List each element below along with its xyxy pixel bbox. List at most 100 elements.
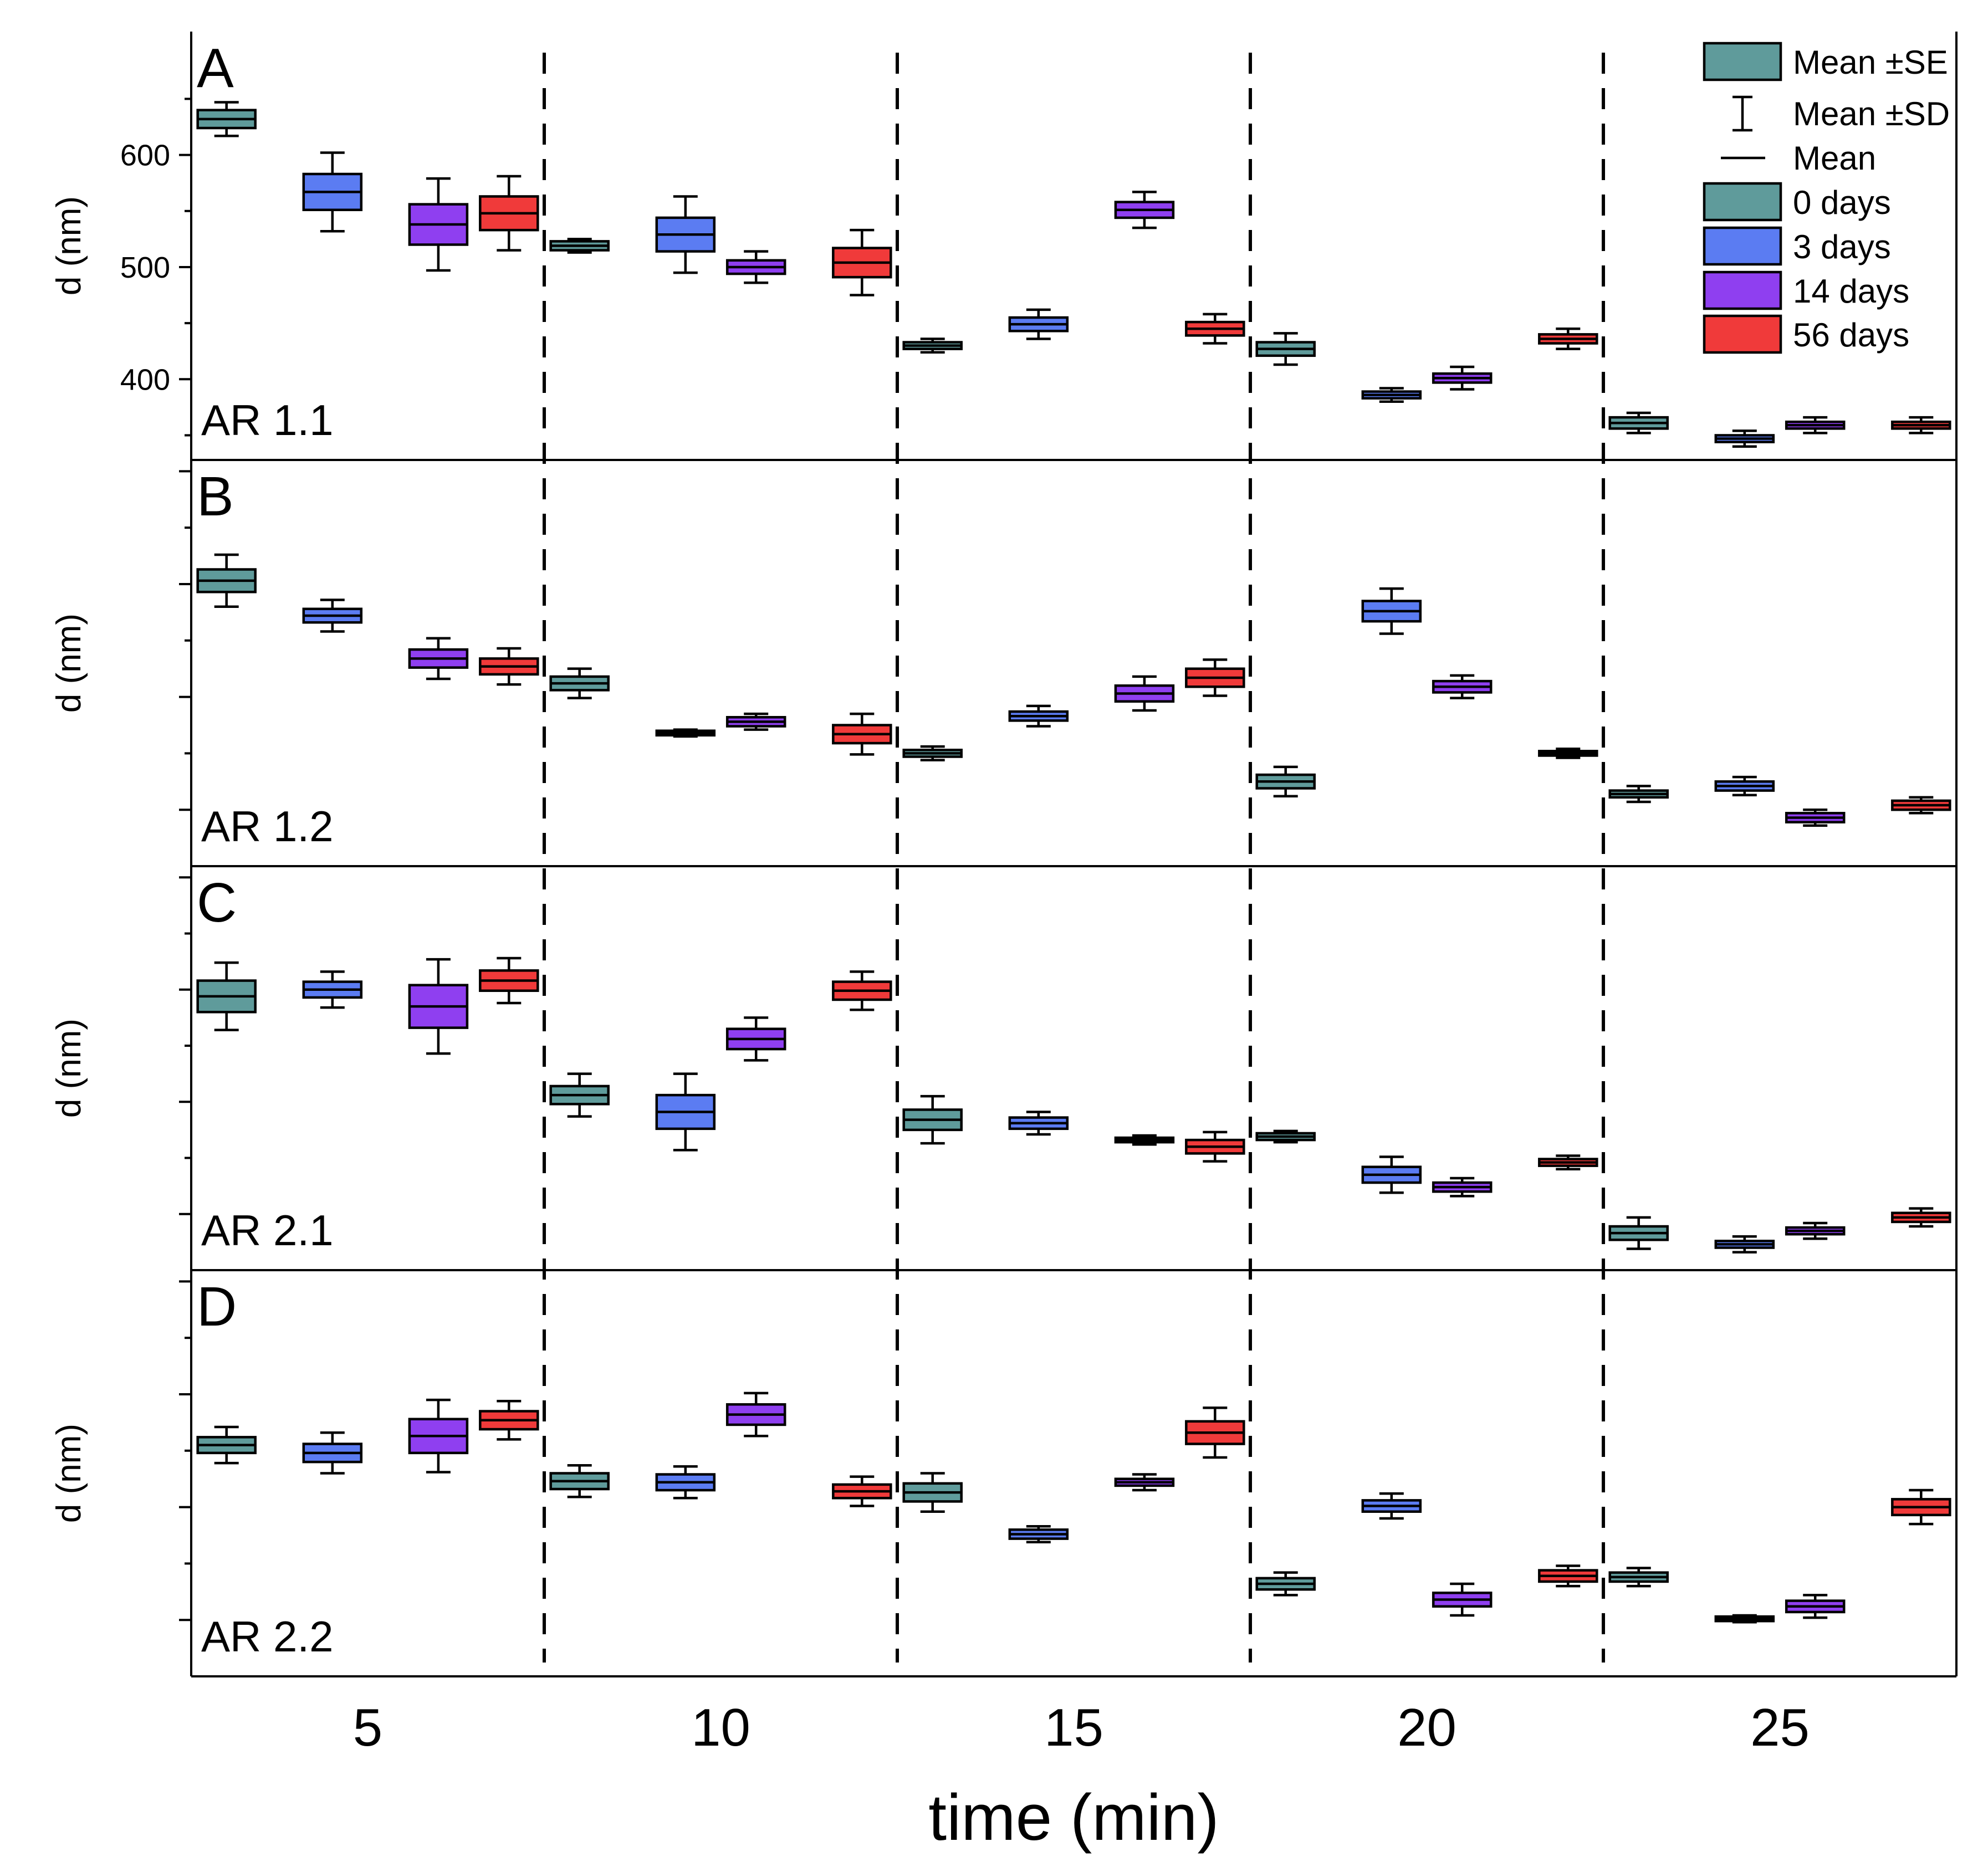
box-0-days bbox=[902, 745, 963, 761]
box-0-days bbox=[902, 337, 963, 354]
box-56-days bbox=[479, 1399, 539, 1441]
box-0-days bbox=[1608, 1567, 1669, 1588]
box-14-days bbox=[1114, 191, 1175, 229]
box-3-days bbox=[1008, 704, 1069, 728]
y-tick-label: 500 bbox=[120, 251, 170, 284]
box-14-days bbox=[408, 637, 469, 681]
box-3-days bbox=[1361, 587, 1422, 635]
box-0-days bbox=[549, 1072, 610, 1118]
y-axis-title: d (nm) bbox=[50, 613, 88, 713]
panel-a: 400 500 600 d (nm) A AR 1.1 bbox=[50, 32, 1958, 461]
box-3-days bbox=[655, 1072, 716, 1152]
panel-letter: C bbox=[197, 872, 237, 934]
box-56-days bbox=[832, 228, 892, 296]
legend-label: 56 days bbox=[1793, 316, 1909, 354]
box-56-days bbox=[1185, 313, 1245, 345]
box-56-days bbox=[1891, 796, 1951, 815]
box-56-days bbox=[1185, 1130, 1245, 1163]
box-14-days bbox=[408, 1398, 469, 1474]
box-0-days bbox=[196, 101, 257, 137]
legend-label: 3 days bbox=[1793, 228, 1891, 265]
box-3-days bbox=[1361, 1492, 1422, 1520]
box-3-days bbox=[302, 970, 363, 1009]
y-tick-label: 400 bbox=[120, 363, 170, 396]
box-14-days bbox=[1785, 416, 1846, 434]
box-0-days bbox=[196, 961, 257, 1031]
x-tick-label: 15 bbox=[1044, 1698, 1103, 1757]
panel-letter: B bbox=[197, 466, 234, 528]
box-56-days bbox=[1891, 416, 1951, 434]
box-14-days bbox=[408, 958, 469, 1055]
box-14-days bbox=[1432, 674, 1493, 699]
box-3-days bbox=[655, 195, 716, 274]
box-0-days bbox=[1608, 411, 1669, 434]
legend-item: 3 days bbox=[1703, 226, 1891, 266]
box-56-days bbox=[832, 712, 892, 756]
box-0-days bbox=[549, 667, 610, 699]
y-axis-title: d (nm) bbox=[50, 196, 88, 295]
box-3-days bbox=[655, 728, 716, 738]
box-14-days bbox=[1785, 1221, 1846, 1240]
box-0-days bbox=[1255, 332, 1316, 366]
box-3-days bbox=[1008, 1111, 1069, 1136]
panel-c: d (nm) C AR 2.1 bbox=[50, 866, 1958, 1271]
panel-sample-label: AR 2.1 bbox=[201, 1206, 333, 1255]
box-0-days bbox=[902, 1472, 963, 1513]
box-3-days bbox=[655, 1465, 716, 1500]
box-3-days bbox=[302, 1431, 363, 1475]
panel-b: d (nm) B AR 1.2 bbox=[50, 460, 1958, 867]
legend-label: 0 days bbox=[1793, 184, 1891, 221]
box-14-days bbox=[1114, 675, 1175, 712]
box-56-days bbox=[479, 175, 539, 252]
box-3-days bbox=[1361, 387, 1422, 403]
legend-item: 56 days bbox=[1703, 314, 1909, 354]
box-3-days bbox=[1714, 429, 1775, 448]
legend-swatch bbox=[1703, 226, 1782, 266]
legend-swatch bbox=[1703, 314, 1782, 354]
box-56-days bbox=[1538, 747, 1598, 759]
box-0-days bbox=[1608, 785, 1669, 804]
legend-label: 14 days bbox=[1793, 273, 1909, 310]
box-3-days bbox=[1714, 1614, 1775, 1624]
box-0-days bbox=[549, 1464, 610, 1498]
box-14-days bbox=[408, 177, 469, 272]
x-tick-label: 5 bbox=[353, 1698, 382, 1757]
box-56-days bbox=[1891, 1488, 1951, 1526]
box-3-days bbox=[302, 598, 363, 633]
legend-item: Mean ±SD bbox=[1733, 95, 1950, 132]
box-0-days bbox=[1255, 1129, 1316, 1144]
box-56-days bbox=[1185, 658, 1245, 697]
legend-item: Mean ±SE bbox=[1703, 42, 1948, 81]
box-3-days bbox=[302, 151, 363, 233]
panel-sample-label: AR 1.1 bbox=[201, 396, 333, 444]
x-axis: 5 10 15 20 25 bbox=[353, 1698, 1810, 1757]
x-tick-label: 10 bbox=[691, 1698, 750, 1757]
y-axis-title: d (nm) bbox=[50, 1424, 88, 1523]
box-56-days bbox=[1538, 1564, 1598, 1588]
box-14-days bbox=[1114, 1473, 1175, 1492]
x-tick-label: 25 bbox=[1750, 1698, 1810, 1757]
x-axis-title: time (min) bbox=[928, 1781, 1219, 1854]
x-tick-label: 20 bbox=[1397, 1698, 1456, 1757]
box-14-days bbox=[725, 712, 786, 731]
box-0-days bbox=[196, 1425, 257, 1465]
box-14-days bbox=[725, 1392, 786, 1438]
box-14-days bbox=[1432, 1176, 1493, 1198]
panel-sample-label: AR 2.2 bbox=[201, 1612, 333, 1661]
box-0-days bbox=[1255, 1571, 1316, 1597]
legend-label: Mean ±SE bbox=[1793, 44, 1948, 81]
box-14-days bbox=[725, 250, 786, 284]
y-tick-label: 600 bbox=[120, 139, 170, 172]
box-14-days bbox=[725, 1016, 786, 1062]
box-0-days bbox=[1608, 1216, 1669, 1250]
box-14-days bbox=[1432, 365, 1493, 391]
box-0-days bbox=[196, 553, 257, 608]
legend-swatch bbox=[1703, 42, 1782, 81]
legend-label: Mean ±SD bbox=[1793, 95, 1950, 132]
y-axis-title: d (nm) bbox=[50, 1019, 88, 1118]
box-3-days bbox=[1008, 1525, 1069, 1543]
box-0-days bbox=[902, 1094, 963, 1145]
box-56-days bbox=[1538, 327, 1598, 350]
box-56-days bbox=[479, 647, 539, 686]
